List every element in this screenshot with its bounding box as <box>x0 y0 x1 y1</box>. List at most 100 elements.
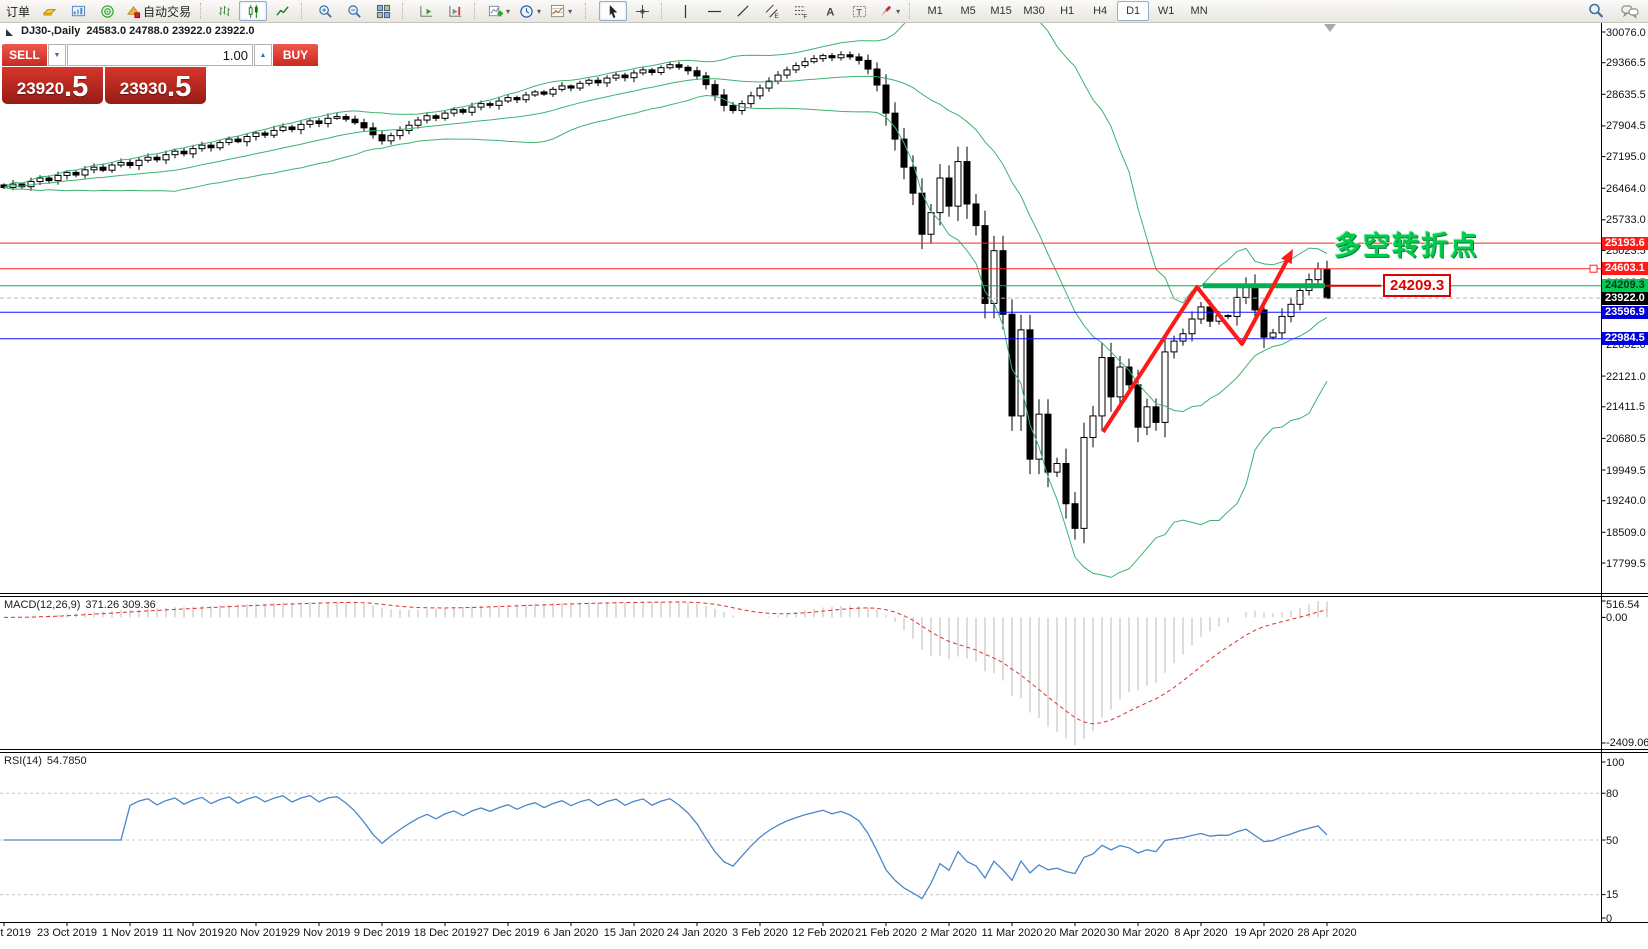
date-label: 3 Feb 2020 <box>732 927 788 939</box>
price-tick-label: 26464.0 <box>1606 182 1646 195</box>
sell-button[interactable]: SELL <box>2 44 47 66</box>
cursor-icon <box>609 4 617 18</box>
crosshair-icon <box>635 4 649 18</box>
macd-values: 371.26 309.36 <box>85 599 156 611</box>
sell-price-display[interactable]: 23920.5 <box>2 67 103 104</box>
toolbar-separator <box>661 3 666 19</box>
market-watch-button[interactable] <box>64 1 92 21</box>
date-label: 2 Mar 2020 <box>921 927 977 939</box>
timeframe-mn[interactable]: MN <box>1190 5 1208 17</box>
svg-text:E: E <box>774 13 779 19</box>
auto-scroll-icon <box>419 5 432 17</box>
horizontal-line-tool-button[interactable] <box>700 1 728 21</box>
zoom-out-button[interactable] <box>340 1 368 21</box>
macd-axis-label: -2409.06 <box>1606 737 1648 749</box>
date-label: 23 Oct 2019 <box>37 927 97 939</box>
bar-chart-mode-button[interactable] <box>210 1 238 21</box>
date-label: 6 Jan 2020 <box>543 927 599 939</box>
price-tick-label: 20680.5 <box>1606 432 1646 445</box>
templates-button[interactable]: ▾ <box>546 1 576 21</box>
search-button[interactable] <box>1582 1 1610 21</box>
volume-input[interactable] <box>67 44 253 66</box>
date-label: 20 Mar 2020 <box>1044 927 1106 939</box>
new-order-button[interactable]: 订单 <box>2 1 34 21</box>
date-label: 21 Feb 2020 <box>855 927 917 939</box>
date-label: 11 Nov 2019 <box>162 927 224 939</box>
date-label: 20 Nov 2019 <box>224 927 288 939</box>
date-label: 18 Dec 2019 <box>413 927 477 939</box>
new-order-label: 订单 <box>6 4 31 19</box>
timeframe-m15[interactable]: M15 <box>990 5 1012 17</box>
price-tick-label: 22121.0 <box>1606 370 1646 383</box>
timeframe-m5[interactable]: M5 <box>960 5 976 17</box>
rsi-axis-label: 100 <box>1606 756 1625 769</box>
timeframe-h1[interactable]: H1 <box>1060 5 1075 17</box>
arrows-tool-button[interactable]: ▾ <box>874 1 904 21</box>
buy-price-fraction: .5 <box>167 71 192 103</box>
zoom-in-button[interactable] <box>311 1 339 21</box>
timeframe-h4[interactable]: H4 <box>1093 5 1108 17</box>
rsi-axis-label: 15 <box>1606 889 1619 902</box>
macd-axis-label: 0.00 <box>1606 611 1628 624</box>
bar-chart-icon <box>218 5 230 16</box>
autotrade-button[interactable]: 自动交易 <box>122 1 195 21</box>
trendline-icon <box>737 4 749 17</box>
price-tick-label: 30076.0 <box>1606 26 1646 39</box>
price-tick-label: 27195.0 <box>1606 151 1646 164</box>
buy-button[interactable]: BUY <box>273 44 318 66</box>
clock-icon <box>520 4 533 18</box>
buy-price-display[interactable]: 23930.5 <box>105 67 206 104</box>
toolbar-separator <box>909 3 914 19</box>
autotrade-label: 自动交易 <box>143 4 192 19</box>
svg-text:T: T <box>856 7 862 17</box>
chat-bubbles-icon <box>1621 4 1639 19</box>
toolbar-separator <box>474 3 479 19</box>
sell-price-main: 23920 <box>16 79 65 98</box>
timeframe-m1[interactable]: M1 <box>927 5 943 17</box>
cursor-tool-button[interactable] <box>599 1 628 21</box>
dropdown-arrow-icon: ▾ <box>537 6 542 16</box>
symbol-name: DJ30-,Daily <box>21 25 81 37</box>
price-tick-label: 28635.5 <box>1606 88 1646 101</box>
timeframe-d1[interactable]: D1 <box>1117 1 1150 21</box>
gold-symbol-button[interactable] <box>35 1 63 21</box>
line-chart-mode-button[interactable] <box>268 1 296 21</box>
fibonacci-tool-button[interactable]: F <box>787 1 815 21</box>
vertical-line-tool-button[interactable] <box>671 1 699 21</box>
text-label-tool-button[interactable]: T <box>845 1 873 21</box>
price-tick-label: 21411.5 <box>1606 401 1645 414</box>
new-chart-button[interactable]: ▾ <box>484 1 514 21</box>
macd-name: MACD(12,26,9) <box>4 599 81 611</box>
rsi-axis-label: 0 <box>1606 912 1613 925</box>
timeframe-w1[interactable]: W1 <box>1157 5 1175 17</box>
date-label: 8 Apr 2020 <box>1174 927 1228 939</box>
crosshair-tool-button[interactable] <box>628 1 656 21</box>
chat-button[interactable] <box>1616 1 1644 21</box>
price-level-label: 23922.0 <box>1602 291 1648 305</box>
date-label: 19 Apr 2020 <box>1234 927 1294 939</box>
timeframe-m30[interactable]: M30 <box>1023 5 1045 17</box>
tile-windows-icon <box>376 4 390 18</box>
volume-down-button[interactable]: ▼ <box>48 44 66 66</box>
template-icon <box>551 4 565 17</box>
quote-header: DJ30-,Daily 24583.0 24788.0 23922.0 2392… <box>6 25 255 37</box>
chart-shift-button[interactable] <box>441 1 469 21</box>
sell-price-fraction: .5 <box>64 71 89 103</box>
toolbar-separator <box>402 3 407 19</box>
candlestick-mode-button[interactable] <box>239 1 268 21</box>
volume-up-button[interactable]: ▲ <box>254 44 272 66</box>
channel-tool-button[interactable]: E <box>758 1 786 21</box>
rsi-axis-label: 80 <box>1606 787 1619 800</box>
periods-button[interactable]: ▾ <box>515 1 545 21</box>
auto-scroll-button[interactable] <box>412 1 440 21</box>
turning-point-annotation: 多空转折点 <box>1334 231 1479 261</box>
signal-button[interactable] <box>93 1 121 21</box>
text-tool-button[interactable]: A <box>816 1 844 21</box>
rsi-axis-label: 50 <box>1606 834 1619 847</box>
date-label: 24 Jan 2020 <box>666 927 728 939</box>
tile-windows-button[interactable] <box>369 1 397 21</box>
trendline-tool-button[interactable] <box>729 1 757 21</box>
price-level-label: 22984.5 <box>1602 332 1648 346</box>
